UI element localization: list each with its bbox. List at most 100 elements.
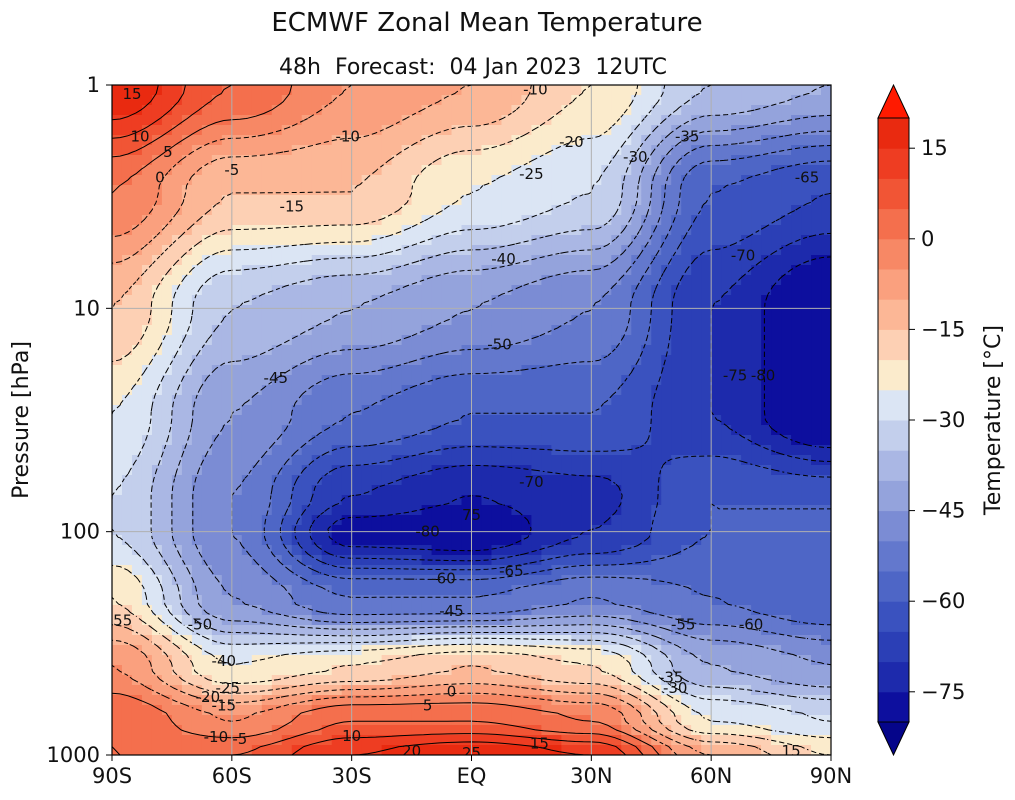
heatmap-cell [301, 235, 313, 246]
heatmap-cell [821, 695, 831, 706]
heatmap-cell [501, 385, 513, 396]
heatmap-cell [761, 555, 772, 566]
heatmap-cell [431, 695, 443, 706]
heatmap-cell [541, 455, 552, 466]
heatmap-cell [811, 525, 822, 536]
heatmap-cell [201, 225, 213, 236]
heatmap-cell [491, 545, 503, 556]
heatmap-cell [231, 635, 243, 646]
heatmap-cell [431, 745, 443, 755]
heatmap-cell [341, 485, 353, 496]
heatmap-cell [481, 255, 493, 266]
heatmap-cell [571, 145, 582, 156]
heatmap-cell [581, 255, 592, 266]
heatmap-cell [311, 355, 323, 366]
heatmap-cell [251, 485, 263, 496]
heatmap-cell [331, 585, 343, 596]
heatmap-cell [461, 135, 473, 146]
heatmap-cell [641, 625, 652, 636]
heatmap-cell [321, 695, 333, 706]
heatmap-cell [541, 735, 552, 746]
heatmap-cell [571, 215, 582, 226]
heatmap-cell [251, 235, 263, 246]
heatmap-cell [341, 695, 353, 706]
heatmap-cell [121, 625, 133, 636]
heatmap-cell [371, 95, 383, 106]
heatmap-cell [511, 555, 523, 566]
heatmap-cell [501, 545, 513, 556]
heatmap-cell [501, 725, 513, 736]
heatmap-cell [511, 685, 523, 696]
heatmap-cell [431, 345, 443, 356]
heatmap-cell [291, 655, 303, 666]
heatmap-cell [741, 315, 752, 326]
heatmap-cell [361, 265, 373, 276]
heatmap-cell [191, 695, 203, 706]
heatmap-cell [451, 475, 463, 486]
heatmap-cell [431, 405, 443, 416]
heatmap-cell [511, 95, 523, 106]
heatmap-cell [741, 205, 752, 216]
heatmap-cell [501, 235, 513, 246]
heatmap-cell [661, 415, 672, 426]
heatmap-cell [351, 295, 363, 306]
heatmap-cell [501, 275, 513, 286]
heatmap-cell [751, 275, 762, 286]
heatmap-cell [301, 495, 313, 506]
heatmap-cell [351, 195, 363, 206]
heatmap-cell [741, 595, 752, 606]
heatmap-cell [601, 615, 612, 626]
heatmap-cell [381, 365, 393, 376]
heatmap-cell [671, 345, 682, 356]
heatmap-cell [771, 385, 782, 396]
heatmap-cell [751, 95, 762, 106]
heatmap-cell [561, 665, 572, 676]
heatmap-cell [221, 545, 233, 556]
heatmap-cell [431, 565, 443, 576]
heatmap-cell [501, 505, 513, 516]
heatmap-cell [541, 575, 552, 586]
heatmap-cell [171, 315, 183, 326]
heatmap-cell [391, 565, 403, 576]
heatmap-cell [241, 345, 253, 356]
heatmap-cell [771, 305, 782, 316]
heatmap-cell [771, 515, 782, 526]
heatmap-cell [331, 235, 343, 246]
heatmap-cell [821, 155, 831, 166]
heatmap-cell [441, 405, 453, 416]
heatmap-cell [121, 395, 133, 406]
heatmap-cell [381, 615, 393, 626]
heatmap-cell [171, 475, 183, 486]
heatmap-cell [811, 105, 822, 116]
heatmap-cell [561, 255, 572, 266]
heatmap-cell [441, 525, 453, 536]
heatmap-cell [121, 115, 133, 126]
heatmap-cell [561, 95, 572, 106]
heatmap-cell [451, 635, 463, 646]
heatmap-cell [501, 705, 513, 716]
heatmap-cell [311, 485, 323, 496]
heatmap-cell [271, 555, 283, 566]
heatmap-cell [261, 485, 273, 496]
heatmap-cell [211, 285, 223, 296]
heatmap-cell [311, 635, 323, 646]
heatmap-cell [231, 555, 243, 566]
heatmap-cell [801, 645, 812, 656]
heatmap-cell [751, 575, 762, 586]
heatmap-cell [471, 85, 483, 96]
heatmap-cell [451, 525, 463, 536]
heatmap-cell [641, 695, 652, 706]
heatmap-cell [141, 295, 153, 306]
heatmap-cell [751, 85, 762, 96]
heatmap-cell [421, 585, 433, 596]
heatmap-cell [221, 405, 233, 416]
heatmap-cell [721, 175, 732, 186]
heatmap-cell [391, 455, 403, 466]
heatmap-cell [701, 625, 712, 636]
heatmap-cell [531, 105, 543, 116]
heatmap-cell [231, 745, 243, 755]
heatmap-cell [461, 505, 473, 516]
heatmap-cell [341, 185, 353, 196]
contour-line [112, 85, 626, 755]
